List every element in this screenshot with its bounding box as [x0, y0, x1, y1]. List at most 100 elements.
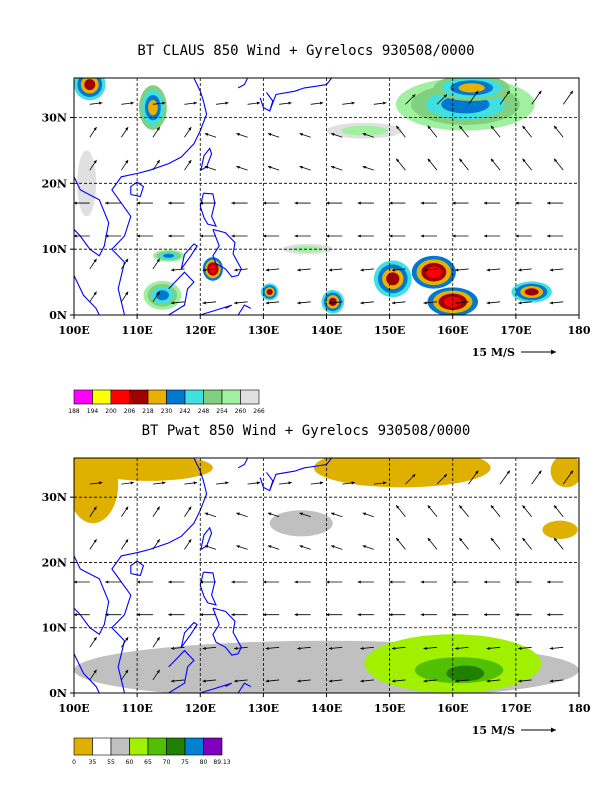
coastline: [130, 181, 145, 198]
wind-arrowhead: [74, 613, 77, 617]
shaded-region: [550, 458, 579, 488]
wind-arrowhead: [256, 481, 261, 485]
x-tick-label: 110E: [121, 702, 152, 715]
plot-area: [74, 458, 579, 693]
wind-arrowhead: [326, 613, 330, 617]
wind-arrowhead: [328, 268, 333, 272]
colorbar-swatch: [240, 389, 260, 405]
wind-arrowhead: [420, 201, 424, 205]
x-tick-label: 170E: [500, 324, 531, 337]
wind-arrowhead: [297, 646, 301, 650]
colorbar-label: 70: [163, 759, 171, 766]
y-tick-label: 30N: [42, 112, 67, 125]
wind-arrowhead: [328, 679, 333, 683]
wind-arrowhead: [136, 201, 140, 205]
wind-arrowhead: [168, 613, 172, 617]
wind-arrowhead: [455, 268, 459, 272]
wind-arrowhead: [391, 268, 396, 272]
wind-arrowhead: [199, 201, 203, 205]
wind-arrowhead: [93, 539, 97, 543]
wind-arrowhead: [420, 613, 424, 617]
wind-arrowhead: [294, 234, 298, 238]
wind-arrowhead: [125, 258, 129, 263]
colorbar-swatch: [166, 389, 186, 405]
wind-arrowhead: [455, 301, 459, 305]
wind-arrowhead: [427, 505, 431, 509]
wind-arrowhead: [549, 268, 554, 272]
coastline: [212, 607, 242, 656]
wind-arrowhead: [267, 545, 272, 549]
wind-arrowhead: [475, 90, 479, 95]
wind-arrowhead: [549, 301, 554, 305]
wind-arrowhead: [156, 159, 160, 164]
coastline: [259, 92, 274, 112]
wind-arrowhead: [288, 101, 292, 105]
wind-arrowhead: [459, 537, 463, 542]
wind-arrowhead: [391, 679, 396, 683]
wind-arrowhead: [225, 481, 229, 485]
wind-arrowhead: [549, 679, 554, 683]
wind-arrowhead: [231, 201, 235, 205]
wind-arrowhead: [188, 127, 192, 131]
wind-arrowhead: [288, 481, 292, 485]
wind-arrowhead: [202, 268, 206, 272]
wind-arrowhead: [156, 506, 160, 511]
wind-arrowhead: [459, 125, 463, 130]
coastline: [130, 560, 145, 577]
wind-arrowhead: [515, 201, 519, 205]
wind-arrowhead: [236, 545, 240, 549]
pwat-panel: BT Pwat 850 Wind + Gyrelocs 930508/0000 1…: [42, 423, 591, 766]
wind-arrowhead: [553, 537, 558, 542]
wind-reference-arrowhead: [551, 349, 556, 355]
wind-arrowhead: [156, 539, 160, 543]
wind-arrowhead: [93, 506, 97, 511]
colorbar-label: 75: [181, 759, 189, 766]
y-tick-label: 20N: [42, 556, 67, 569]
colorbar-swatch: [129, 737, 149, 756]
wind-arrowhead: [518, 646, 522, 650]
wind-arrowhead: [234, 268, 238, 272]
colorbar-label: 89.13: [213, 759, 230, 766]
coastline: [199, 192, 217, 227]
wind-arrowhead: [443, 94, 447, 98]
coastline: [168, 271, 195, 315]
wind-arrowhead: [262, 613, 267, 617]
wind-arrowhead: [74, 201, 77, 205]
wind-arrowhead: [162, 481, 166, 485]
wind-arrowhead: [105, 580, 109, 584]
coastline: [74, 275, 100, 315]
coastline: [212, 228, 242, 278]
wind-arrowhead: [162, 101, 166, 105]
wind-arrowhead: [262, 201, 267, 205]
wind-arrowhead: [569, 90, 573, 95]
wind-arrowhead: [420, 234, 424, 238]
shaded-region: [266, 288, 273, 295]
wind-arrowhead: [515, 613, 519, 617]
wind-arrowhead: [547, 613, 551, 617]
wind-arrowhead: [549, 646, 554, 650]
wind-arrowhead: [234, 646, 238, 650]
wind-arrowhead: [297, 679, 301, 683]
x-tick-label: 180: [568, 324, 591, 337]
colorbar-label: 248: [198, 408, 210, 415]
colorbar-swatch: [203, 389, 223, 405]
wind-arrowhead: [518, 679, 522, 683]
x-tick-label: 140E: [311, 324, 342, 337]
x-tick-label: 160E: [437, 702, 468, 715]
wind-arrowhead: [156, 669, 160, 674]
wind-arrowhead: [199, 580, 203, 584]
colorbar-swatch: [147, 389, 167, 405]
wind-arrowhead: [125, 539, 129, 543]
claus-panel: BT CLAUS 850 Wind + Gyrelocs 930508/0000…: [42, 43, 591, 415]
colorbar-swatch: [110, 389, 130, 405]
shaded-region: [426, 266, 442, 278]
wind-arrowhead: [357, 201, 361, 205]
wind-arrowhead: [522, 125, 526, 130]
wind-arrowhead: [522, 158, 526, 163]
wind-arrowhead: [547, 580, 551, 584]
wind-arrowhead: [383, 101, 387, 105]
colorbar-swatch: [203, 737, 223, 756]
wind-arrowhead: [204, 133, 209, 136]
wind-arrowhead: [452, 234, 456, 238]
wind-arrowhead: [553, 505, 558, 509]
